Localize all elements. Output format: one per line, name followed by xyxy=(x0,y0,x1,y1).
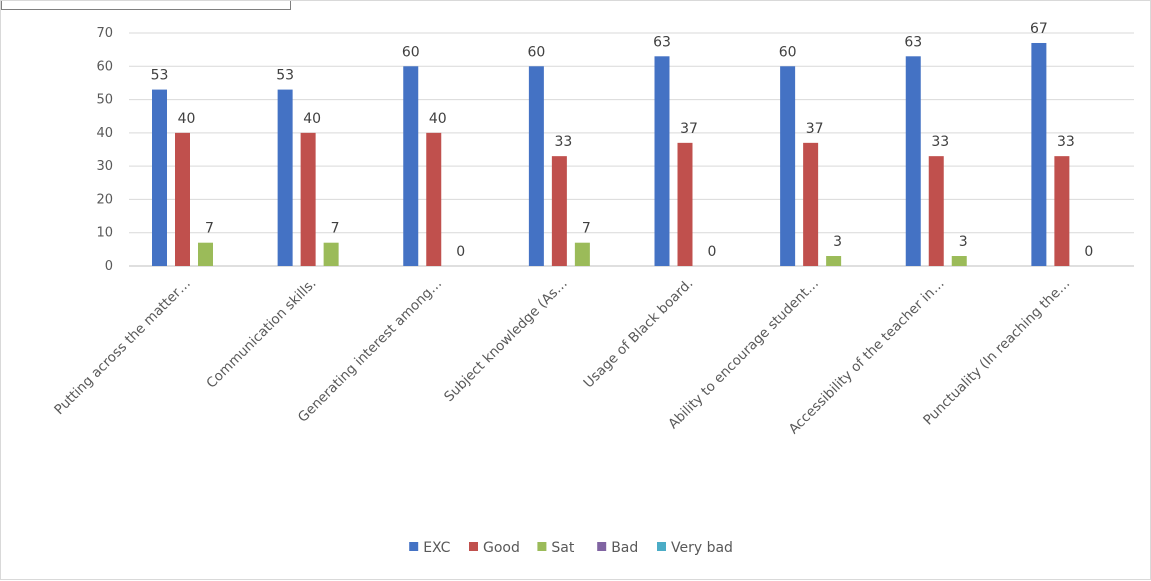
data-label: 0 xyxy=(456,244,465,260)
top-tab-box xyxy=(1,1,291,10)
bar-exc xyxy=(277,89,293,266)
y-tick-label: 50 xyxy=(96,93,113,108)
bar-good xyxy=(426,132,442,266)
data-label: 40 xyxy=(303,111,321,127)
data-label: 67 xyxy=(1030,21,1048,37)
legend-entry: Sat xyxy=(551,540,574,556)
bar-good xyxy=(677,142,693,266)
data-label: 33 xyxy=(1057,134,1075,150)
bar-exc xyxy=(654,56,670,266)
x-category-label: Punctuality (In reaching the… xyxy=(920,276,1073,429)
data-label: 3 xyxy=(833,234,842,250)
legend-swatch xyxy=(469,542,478,551)
bar-good xyxy=(175,132,190,266)
bar-exc xyxy=(152,89,167,266)
y-tick-label: 70 xyxy=(96,26,113,41)
data-label: 7 xyxy=(582,221,591,237)
bar-sat xyxy=(951,256,967,266)
legend-swatch xyxy=(657,542,666,551)
x-axis-category-labels: Putting across the matter… Communication … xyxy=(51,276,1073,438)
legend-entry: Bad xyxy=(611,540,638,556)
legend-entry: Very bad xyxy=(671,540,733,556)
data-label: 0 xyxy=(1084,244,1093,260)
data-label: 33 xyxy=(554,134,572,150)
y-tick-label: 0 xyxy=(105,259,113,274)
y-tick-label: 40 xyxy=(96,126,113,141)
bar-sat xyxy=(826,256,842,266)
bar-sat xyxy=(574,242,590,266)
data-label: 63 xyxy=(904,34,922,50)
data-label: 37 xyxy=(680,121,698,137)
legend-swatch xyxy=(409,542,419,551)
bar-exc xyxy=(1031,42,1047,266)
data-label: 60 xyxy=(527,44,545,60)
bar-good xyxy=(1054,156,1070,266)
bar-exc xyxy=(780,66,796,267)
bar-exc xyxy=(905,56,921,266)
x-category-label: Generating interest among… xyxy=(295,276,445,426)
y-tick-label: 10 xyxy=(96,226,113,241)
bar-sat xyxy=(323,242,339,266)
legend: EXC Good Sat Bad Very bad xyxy=(409,540,733,556)
data-label: 40 xyxy=(429,111,447,127)
data-label: 37 xyxy=(806,121,824,137)
bar-good xyxy=(803,142,819,266)
data-label: 53 xyxy=(276,68,294,84)
legend-swatch xyxy=(537,542,547,551)
data-label: 0 xyxy=(708,244,717,260)
x-category-label: Usage of Black board. xyxy=(581,276,697,392)
x-category-label: Subject knowledge (As… xyxy=(441,276,571,406)
data-label: 7 xyxy=(205,221,214,237)
legend-entry: Good xyxy=(483,540,520,556)
x-category-label: Communication skills. xyxy=(203,276,319,392)
data-label: 40 xyxy=(178,111,196,127)
data-label: 33 xyxy=(931,134,949,150)
x-category-label: Ability to encourage student… xyxy=(665,276,822,433)
y-tick-label: 60 xyxy=(96,59,113,74)
bar-exc xyxy=(403,66,419,267)
bar-good xyxy=(551,156,567,266)
data-label: 7 xyxy=(331,221,340,237)
bar-good xyxy=(300,132,316,266)
data-label: 60 xyxy=(402,44,420,60)
data-label: 60 xyxy=(779,44,797,60)
data-label: 3 xyxy=(959,234,968,250)
data-label: 63 xyxy=(653,34,671,50)
bar-good xyxy=(928,156,944,266)
y-tick-label: 30 xyxy=(96,159,113,174)
y-axis-ticks: 0 10 20 30 40 50 60 70 xyxy=(96,26,113,274)
legend-swatch xyxy=(597,542,607,551)
bar-exc xyxy=(528,66,544,267)
data-label: 53 xyxy=(151,68,169,84)
bar-sat xyxy=(198,242,213,266)
bars xyxy=(152,42,1070,267)
legend-entry: EXC xyxy=(423,540,450,556)
x-category-label: Putting across the matter… xyxy=(51,276,194,419)
y-tick-label: 20 xyxy=(96,192,113,207)
